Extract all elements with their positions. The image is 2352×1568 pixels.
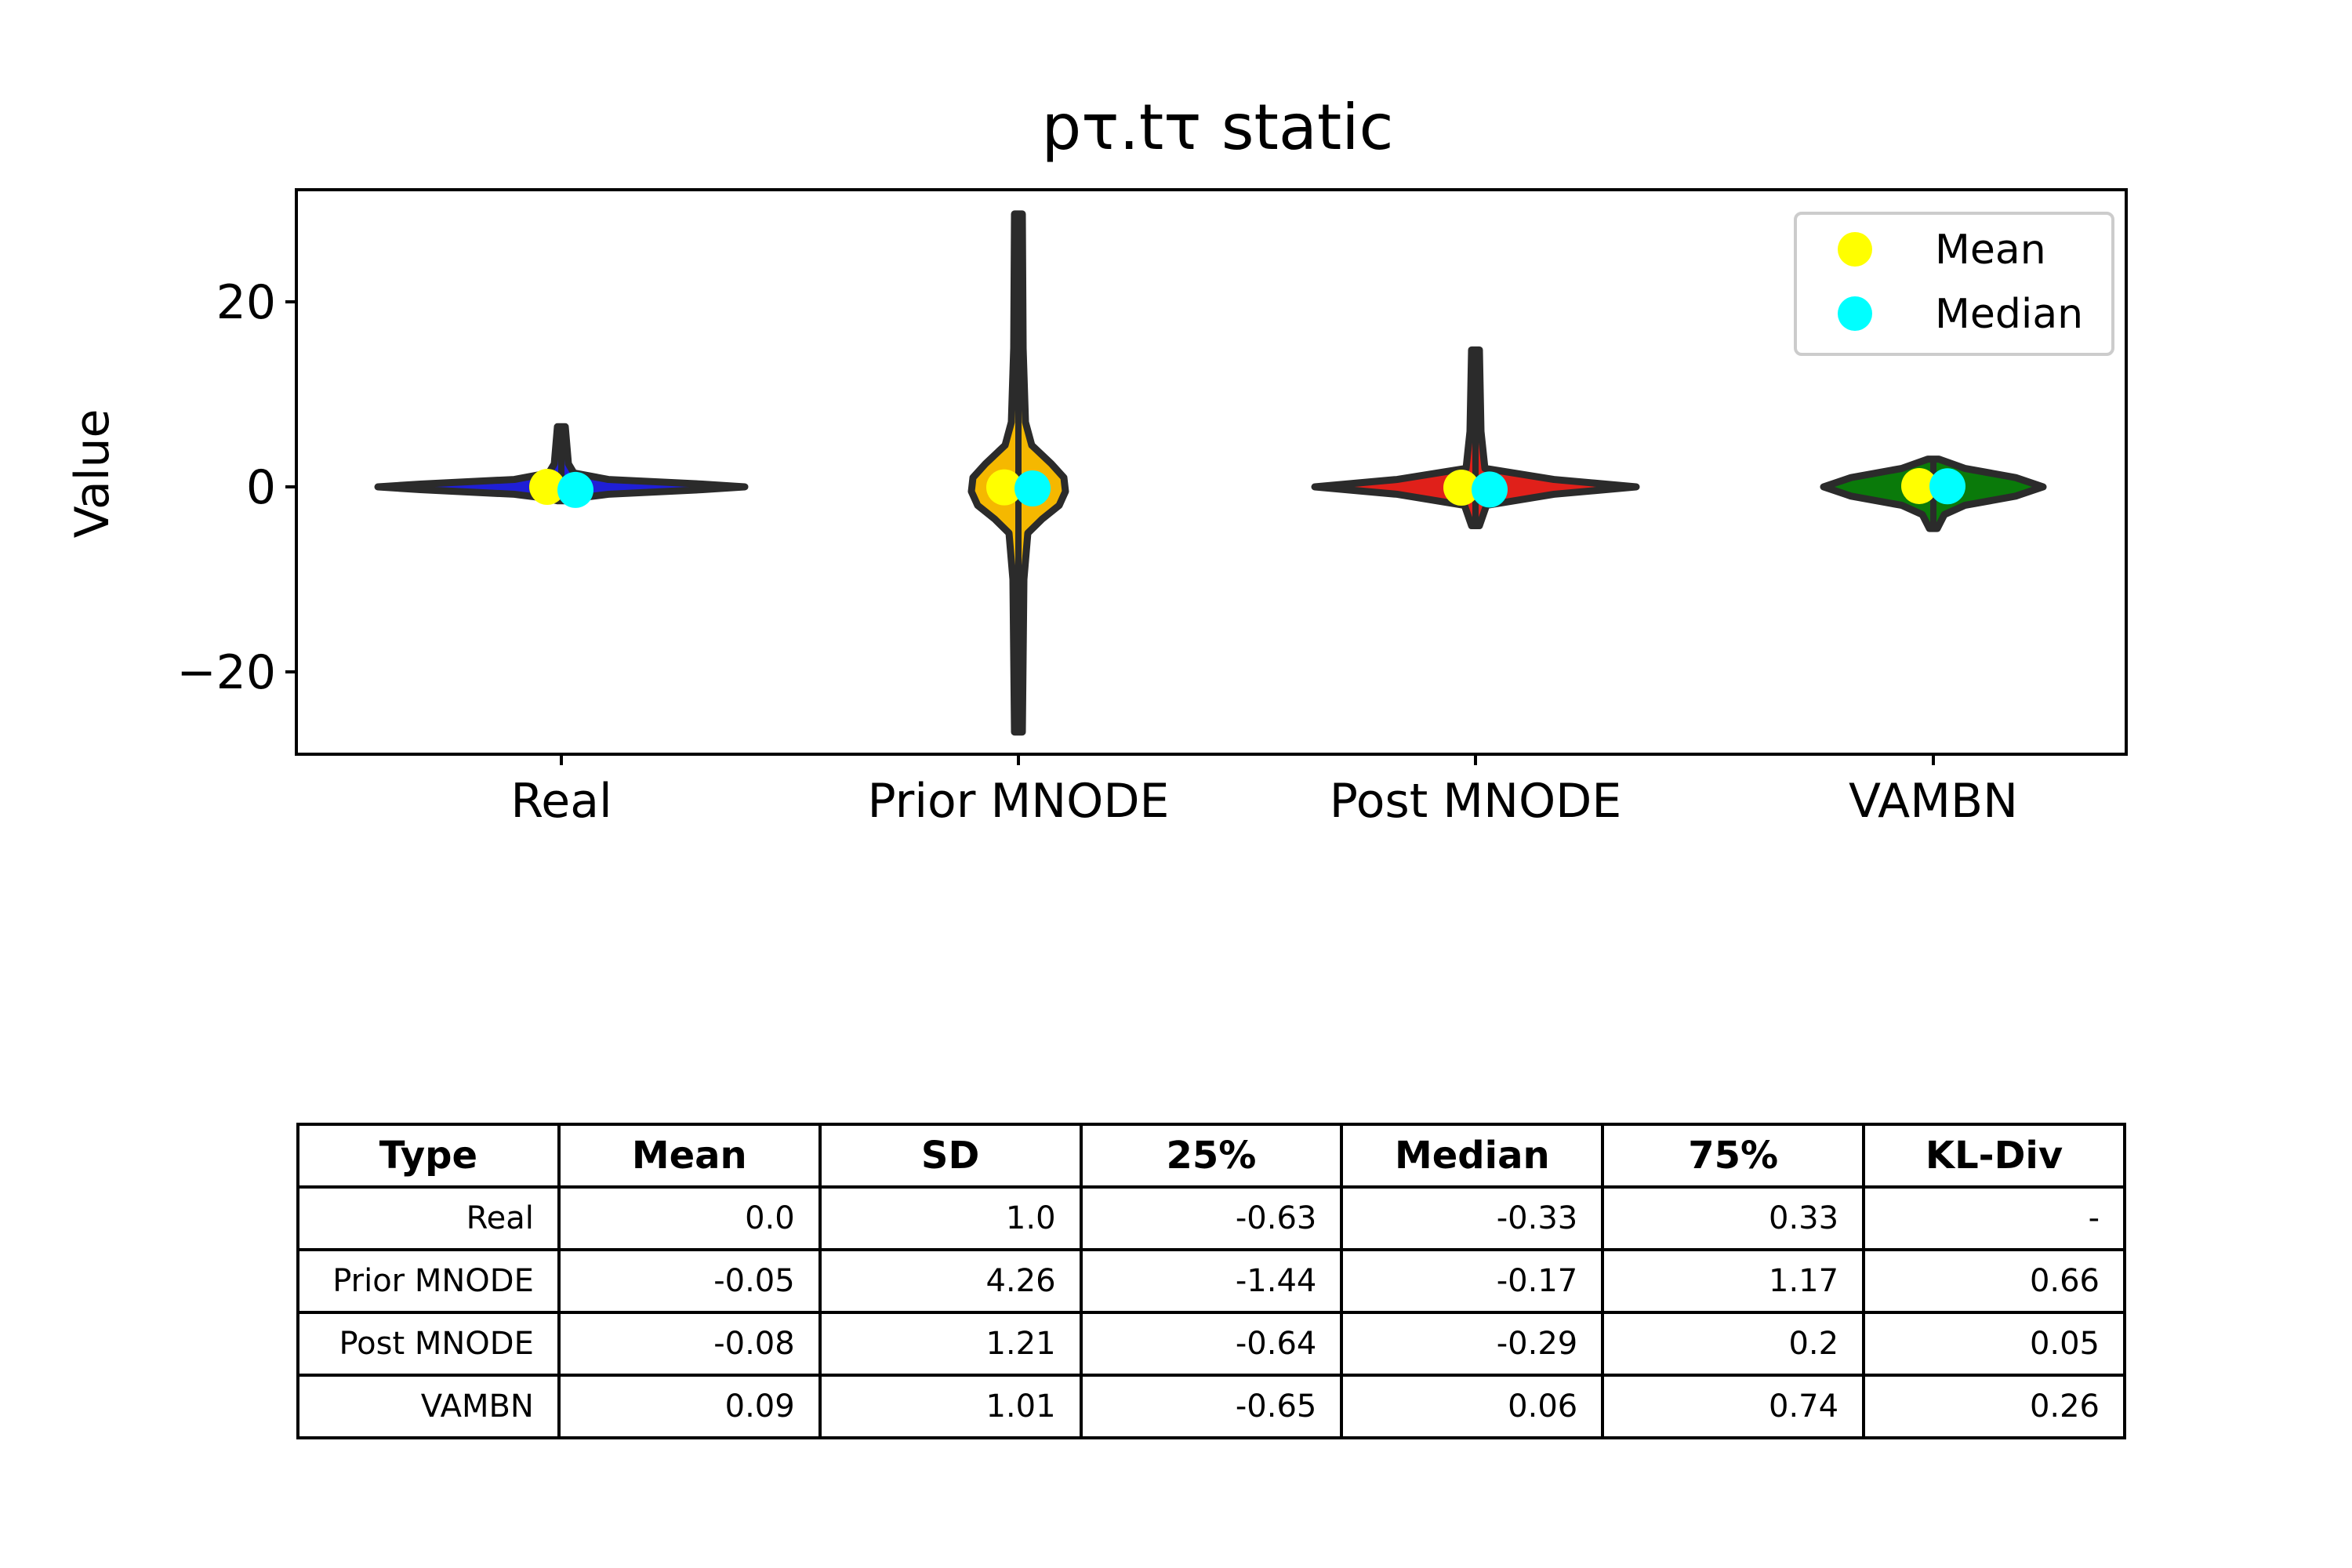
plot-frame <box>295 188 2128 756</box>
table-cell: 1.01 <box>818 1374 1083 1439</box>
mean-marker <box>529 469 565 505</box>
table-cell: Prior MNODE <box>296 1248 561 1314</box>
table-cell: 4.26 <box>818 1248 1083 1314</box>
y-tick-label: 0 <box>246 460 276 515</box>
table-cell: 0.66 <box>1862 1248 2126 1314</box>
violins-layer <box>374 210 2047 736</box>
table-cell: -0.29 <box>1340 1311 1605 1377</box>
median-marker <box>557 471 593 508</box>
table-row: Prior MNODE -0.05 4.26 -1.44 -0.17 1.17 … <box>296 1248 2126 1314</box>
table-cell: 0.33 <box>1601 1185 1866 1251</box>
column-header-type: Type <box>296 1123 561 1189</box>
table-cell: VAMBN <box>296 1374 561 1439</box>
table-row: VAMBN 0.09 1.01 -0.65 0.06 0.74 0.26 <box>296 1374 2126 1439</box>
x-tick-label: Prior MNODE <box>868 774 1170 829</box>
table-cell: 1.17 <box>1601 1248 1866 1314</box>
legend-label: Mean <box>1935 227 2046 274</box>
chart-title: pτ.tτ static <box>1042 91 1394 164</box>
table-cell: - <box>1862 1185 2126 1251</box>
column-header-median: Median <box>1340 1123 1605 1189</box>
markers-layer <box>529 467 1965 508</box>
mean-marker <box>986 469 1022 506</box>
table-cell: 0.05 <box>1862 1311 2126 1377</box>
y-tick-label: −20 <box>176 645 276 700</box>
legend-marker <box>1838 232 1872 267</box>
mean-marker <box>1443 469 1479 506</box>
table-cell: -0.65 <box>1079 1374 1344 1439</box>
table-row: Real 0.0 1.0 -0.63 -0.33 0.33 - <box>296 1185 2126 1251</box>
mean-marker <box>1901 467 1937 504</box>
legend-marker <box>1838 296 1872 331</box>
x-tick-label: VAMBN <box>1849 774 2018 829</box>
table-cell: 0.74 <box>1601 1374 1866 1439</box>
y-axis-label: Value <box>65 409 120 539</box>
legend-box <box>1794 212 2114 356</box>
column-header-25pct: 25% <box>1079 1123 1344 1189</box>
x-tick-label: Real <box>510 774 612 829</box>
column-header-sd: SD <box>818 1123 1083 1189</box>
column-header-75pct: 75% <box>1601 1123 1866 1189</box>
column-header-mean: Mean <box>557 1123 822 1189</box>
stats-table: Type Mean SD 25% Median 75% KL-Div Real … <box>296 1123 2126 1439</box>
y-tick-label: 20 <box>216 275 276 330</box>
table-cell: -0.08 <box>557 1311 822 1377</box>
table-cell: -1.44 <box>1079 1248 1344 1314</box>
table-cell: 0.26 <box>1862 1374 2126 1439</box>
table-cell: 0.06 <box>1340 1374 1605 1439</box>
table-cell: Real <box>296 1185 561 1251</box>
table-row: Post MNODE -0.08 1.21 -0.64 -0.29 0.2 0.… <box>296 1311 2126 1377</box>
median-marker <box>1472 471 1508 508</box>
table-cell: -0.33 <box>1340 1185 1605 1251</box>
median-marker <box>1929 468 1965 505</box>
x-tick-label: Post MNODE <box>1330 774 1622 829</box>
table-cell: Post MNODE <box>296 1311 561 1377</box>
table-cell: -0.05 <box>557 1248 822 1314</box>
axes-layer: 20 0 −20 Real Prior MNODE Post MNODE VAMBN <box>176 188 2128 829</box>
stats-table-header-row: Type Mean SD 25% Median 75% KL-Div <box>296 1123 2126 1189</box>
table-cell: 1.21 <box>818 1311 1083 1377</box>
median-marker <box>1014 470 1051 507</box>
table-cell: -0.63 <box>1079 1185 1344 1251</box>
table-cell: 1.0 <box>818 1185 1083 1251</box>
legend-label: Median <box>1935 291 2083 338</box>
table-cell: -0.17 <box>1340 1248 1605 1314</box>
table-cell: 0.09 <box>557 1374 822 1439</box>
table-cell: 0.0 <box>557 1185 822 1251</box>
table-cell: -0.64 <box>1079 1311 1344 1377</box>
column-header-kl-div: KL-Div <box>1862 1123 2126 1189</box>
table-cell: 0.2 <box>1601 1311 1866 1377</box>
legend: Mean Median <box>1794 212 2114 356</box>
